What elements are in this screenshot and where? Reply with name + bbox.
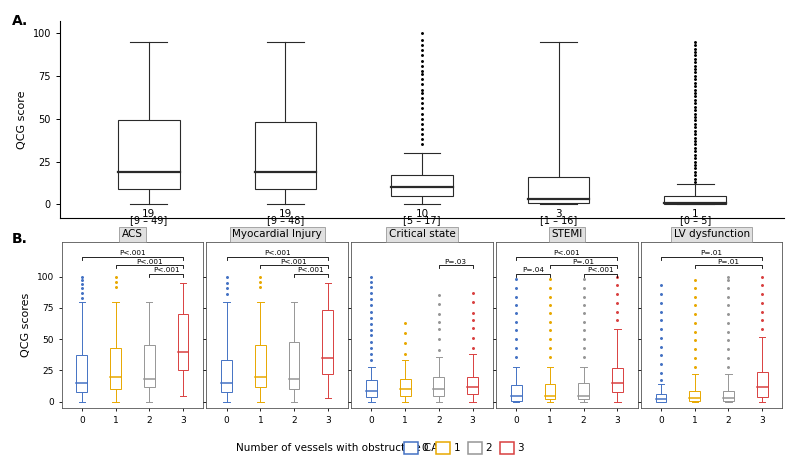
Text: 1: 1	[454, 443, 460, 453]
Text: P<.001: P<.001	[281, 259, 307, 265]
Title: LV dysfunction: LV dysfunction	[674, 229, 750, 239]
Bar	[366, 380, 377, 397]
Bar	[757, 372, 767, 397]
Text: P<.001: P<.001	[298, 267, 324, 273]
Text: [0 – 5]: [0 – 5]	[679, 216, 711, 226]
Text: 1: 1	[692, 209, 698, 219]
Text: Number of vessels with obstructive CAD: Number of vessels with obstructive CAD	[236, 443, 446, 453]
Bar	[665, 196, 726, 204]
Text: [9 – 49]: [9 – 49]	[130, 216, 167, 226]
Bar	[578, 383, 589, 399]
Bar	[322, 310, 333, 374]
Bar	[254, 122, 316, 189]
Bar	[289, 342, 299, 389]
Bar	[434, 377, 444, 395]
Text: 0: 0	[422, 443, 428, 453]
Text: P=.04: P=.04	[522, 267, 544, 273]
Text: P=.03: P=.03	[445, 259, 466, 265]
Bar	[656, 394, 666, 402]
Text: [9 – 48]: [9 – 48]	[266, 216, 304, 226]
Text: 10: 10	[415, 209, 429, 219]
Text: P<.001: P<.001	[119, 250, 146, 256]
Text: P<.001: P<.001	[136, 259, 162, 265]
Bar	[118, 121, 179, 189]
Bar	[723, 391, 734, 401]
Text: B.: B.	[12, 232, 28, 246]
Bar	[77, 356, 87, 392]
Text: A.: A.	[12, 14, 28, 28]
Bar	[511, 386, 522, 401]
Text: P=.01: P=.01	[718, 259, 739, 265]
Bar	[255, 346, 266, 387]
Text: P<.001: P<.001	[264, 250, 290, 256]
Bar	[467, 377, 478, 394]
Text: P<.001: P<.001	[153, 267, 179, 273]
Bar	[222, 361, 232, 392]
Text: 19: 19	[278, 209, 292, 219]
Title: Critical state: Critical state	[389, 229, 455, 239]
Text: P=.01: P=.01	[701, 250, 722, 256]
Text: 19: 19	[142, 209, 155, 219]
Text: [5 – 17]: [5 – 17]	[403, 216, 441, 226]
Bar	[545, 384, 555, 399]
Text: P<.001: P<.001	[554, 250, 580, 256]
Text: 2: 2	[486, 443, 492, 453]
Bar	[391, 175, 453, 196]
Title: STEMI: STEMI	[551, 229, 582, 239]
Text: 3: 3	[518, 443, 524, 453]
Text: [1 – 16]: [1 – 16]	[540, 216, 578, 226]
Title: Myocardial Injury: Myocardial Injury	[232, 229, 322, 239]
Bar	[528, 177, 590, 203]
Bar	[144, 346, 154, 387]
Y-axis label: QCG score: QCG score	[17, 91, 27, 149]
Text: 3: 3	[555, 209, 562, 219]
Title: ACS: ACS	[122, 229, 143, 239]
Bar	[400, 379, 410, 395]
Bar	[110, 348, 121, 389]
Bar	[612, 368, 622, 392]
Text: P=.01: P=.01	[573, 259, 594, 265]
Bar	[690, 391, 700, 401]
Y-axis label: QCG scores: QCG scores	[21, 293, 31, 357]
Text: P<.001: P<.001	[587, 267, 614, 273]
Bar	[178, 314, 188, 371]
